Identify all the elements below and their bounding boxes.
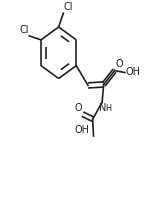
Text: N: N xyxy=(99,103,106,113)
Text: OH: OH xyxy=(74,125,89,135)
Text: H: H xyxy=(106,104,112,113)
Text: OH: OH xyxy=(125,67,140,77)
Text: O: O xyxy=(115,59,123,69)
Text: Cl: Cl xyxy=(64,2,73,12)
Text: O: O xyxy=(74,103,82,113)
Text: Cl: Cl xyxy=(19,25,29,35)
